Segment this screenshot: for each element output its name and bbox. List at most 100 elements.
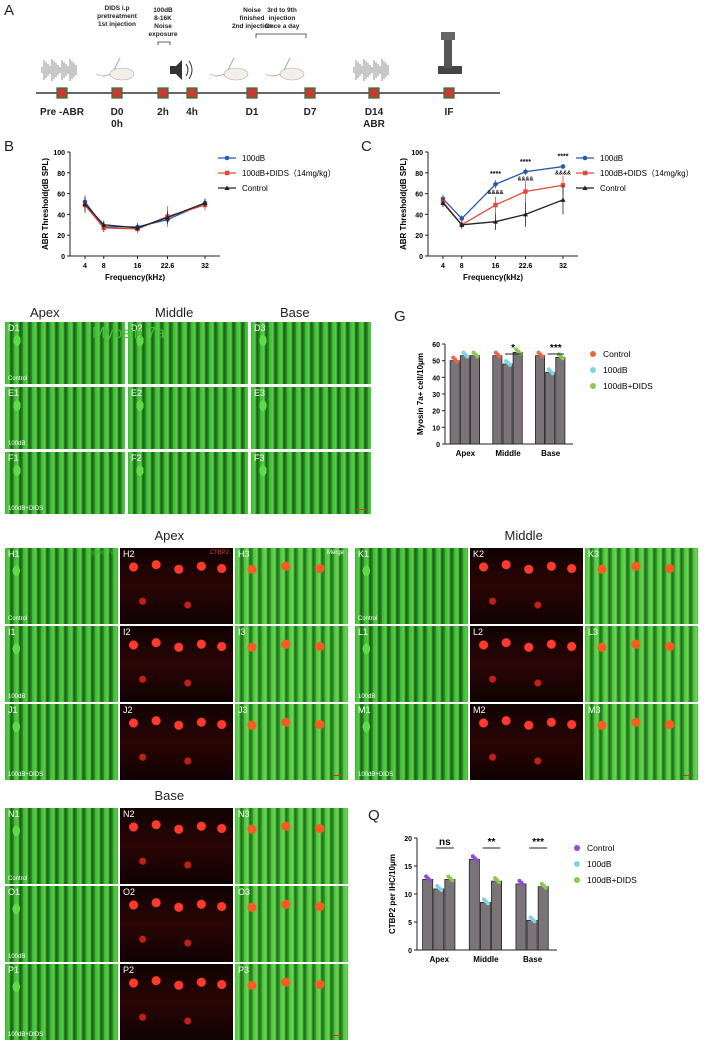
group-label: 100dB bbox=[8, 954, 26, 960]
timeline-annotation: injection bbox=[269, 15, 296, 22]
legend-label: 100dB bbox=[242, 154, 265, 163]
series-line bbox=[442, 199, 564, 226]
group-label: 100dB bbox=[358, 694, 376, 700]
significance-amp: &&&& bbox=[488, 190, 504, 196]
data-point bbox=[135, 225, 140, 230]
legend-marker bbox=[574, 877, 580, 883]
significance-label: ns bbox=[439, 837, 451, 848]
tile-label: J1 bbox=[8, 705, 18, 715]
legend-label: 100dB+DIDS bbox=[603, 381, 653, 391]
timeline-label: 4h bbox=[186, 107, 198, 118]
tile-label: E3 bbox=[254, 388, 266, 398]
micrograph-tile: F2 bbox=[128, 452, 248, 514]
bar bbox=[502, 363, 513, 445]
timeline-annotation: 2nd injection bbox=[232, 23, 272, 30]
y-tick-label: 0 bbox=[436, 442, 440, 449]
bar bbox=[512, 351, 523, 445]
tile-label: D2 bbox=[131, 323, 143, 333]
micrograph-tile: P2 bbox=[120, 964, 233, 1040]
timeline-annotation: 3rd to 9th bbox=[267, 7, 297, 14]
microscope-icon bbox=[438, 66, 462, 74]
bar bbox=[479, 902, 491, 951]
column-title: Base bbox=[280, 305, 310, 320]
tile-label: D1 bbox=[8, 323, 20, 333]
group-label: 100dB+DIDS bbox=[8, 1032, 44, 1038]
bar bbox=[449, 360, 460, 445]
column-title: Apex bbox=[30, 305, 60, 320]
timeline-marker bbox=[246, 87, 258, 99]
y-tick-label: 10 bbox=[404, 892, 412, 899]
timeline-label: 2h bbox=[157, 107, 169, 118]
y-tick-label: 40 bbox=[432, 375, 440, 382]
syringe-icon bbox=[113, 57, 121, 71]
timeline-label: ABR bbox=[363, 119, 385, 130]
data-point bbox=[523, 189, 528, 194]
legend-label: 100dB+DIDS bbox=[587, 875, 637, 885]
timeline-annotation: 8-16K bbox=[154, 15, 172, 22]
x-axis-label: Frequency(kHz) bbox=[105, 273, 165, 282]
ctbp2-bar-chart: 0 5 10 15 20 CTBP2 per IHC/10μm Apex Middle Base… bbox=[388, 836, 637, 964]
legend-marker bbox=[590, 383, 596, 389]
legend-label: 100dB bbox=[587, 859, 612, 869]
bar bbox=[515, 883, 527, 951]
data-point bbox=[523, 211, 528, 217]
micrograph-tile: J2 bbox=[120, 704, 233, 780]
micrograph-tile: N3 bbox=[235, 808, 348, 884]
data-point bbox=[550, 371, 555, 376]
data-point bbox=[440, 200, 446, 205]
legend-marker bbox=[224, 185, 230, 190]
data-point bbox=[465, 354, 470, 359]
data-point bbox=[493, 202, 498, 208]
region-title: Middle bbox=[504, 528, 543, 543]
micrograph-tile: M1 100dB+DIDS bbox=[355, 704, 468, 780]
tile-label: N3 bbox=[238, 809, 250, 819]
micrograph-tile: K3 bbox=[585, 548, 698, 624]
abr-threshold-chart-b: 0 20 40 60 80 100 4 8 16 22.6 32 Frequency(kHz) ABR … bbox=[41, 150, 336, 282]
timeline-marker bbox=[111, 87, 123, 99]
data-point bbox=[518, 351, 523, 356]
tile-label: E1 bbox=[8, 388, 20, 398]
y-tick-label: 30 bbox=[432, 392, 440, 399]
tile-label: I3 bbox=[238, 627, 246, 637]
abr-threshold-chart-c: 0 20 40 60 80 100 4 8 16 22.6 32 Frequency(kHz) ABR … bbox=[399, 150, 694, 282]
legend-marker bbox=[590, 351, 596, 357]
timeline-marker bbox=[56, 87, 68, 99]
micrograph-tile: H3 Merge bbox=[235, 548, 348, 624]
data-point bbox=[165, 214, 170, 220]
significance-label: ** bbox=[488, 837, 496, 848]
y-tick-label: 40 bbox=[57, 212, 65, 219]
scale-bar bbox=[683, 775, 693, 776]
tile-label: P3 bbox=[238, 965, 250, 975]
micrograph-tile: H1 Control Myosin 7a bbox=[5, 548, 118, 624]
microscope-head bbox=[441, 32, 455, 40]
bar bbox=[444, 879, 456, 951]
y-tick-label: 0 bbox=[61, 254, 65, 261]
tile-label: N2 bbox=[123, 809, 135, 819]
timeline-marker bbox=[443, 87, 455, 99]
legend-marker bbox=[225, 170, 230, 176]
tile-label: H2 bbox=[123, 549, 135, 559]
scale-bar bbox=[356, 509, 366, 510]
scale-bar bbox=[333, 775, 343, 776]
micrograph-tile: O3 bbox=[235, 886, 348, 962]
timeline-label: D14 bbox=[365, 107, 384, 118]
significance-amp: &&&& bbox=[518, 177, 534, 183]
data-point bbox=[560, 164, 566, 169]
tile-label: J2 bbox=[123, 705, 133, 715]
group-label: 100dB bbox=[8, 441, 26, 447]
x-tick-label: Apex bbox=[456, 449, 476, 458]
data-point bbox=[497, 354, 502, 359]
tile-label: L2 bbox=[473, 627, 484, 637]
micrograph-tile: D3 bbox=[251, 322, 371, 384]
significance-star: **** bbox=[490, 171, 501, 178]
data-point bbox=[101, 222, 107, 227]
x-tick-label: 8 bbox=[460, 263, 464, 270]
stain-label: Myosin 7a bbox=[92, 325, 165, 342]
data-point bbox=[560, 197, 566, 202]
timeline-bracket bbox=[255, 33, 307, 38]
panel-label-c: C bbox=[361, 138, 372, 155]
legend-label: Control bbox=[242, 184, 268, 193]
scale-bar bbox=[333, 1035, 343, 1036]
legend-marker bbox=[582, 155, 588, 161]
